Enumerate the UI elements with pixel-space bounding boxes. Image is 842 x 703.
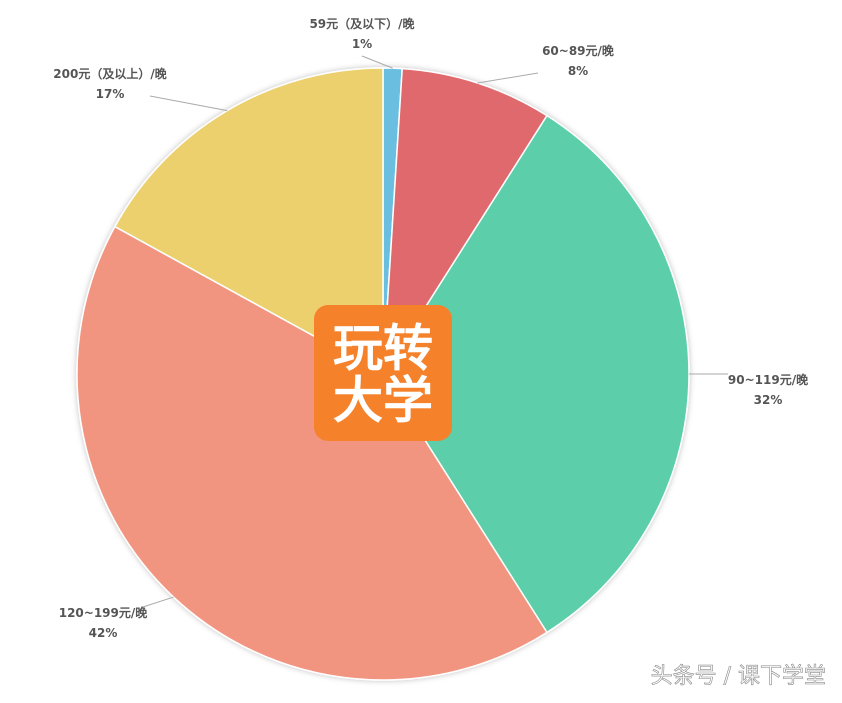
- pie: [76, 67, 690, 681]
- watermark: 头条号 / 课下学堂: [651, 664, 826, 689]
- slice-label: 200元（及以上）/晚: [53, 66, 166, 81]
- value-label: 32%: [754, 393, 783, 407]
- leader-line: [361, 55, 393, 69]
- pie-slice: [113, 67, 384, 376]
- logo-box: [314, 305, 452, 441]
- slice-label: 90~119元/晚: [728, 372, 808, 387]
- value-label: 17%: [96, 87, 125, 101]
- pie-slice: [382, 67, 548, 375]
- slice-label: 60~89元/晚: [542, 43, 614, 58]
- value-label: 8%: [568, 64, 588, 78]
- value-label: 1%: [352, 37, 372, 51]
- labels: 59元（及以下）/晚 1% 60~89元/晚 8% 90~119元/晚 32% 120~19…: [53, 16, 808, 640]
- pie-slice: [382, 114, 690, 634]
- slice-label: 120~199元/晚: [59, 605, 148, 620]
- leader-line: [142, 596, 174, 608]
- logo-text: 玩转: [333, 320, 433, 378]
- slice-label: 59元（及以下）/晚: [309, 16, 414, 31]
- logo-text: 大学: [333, 372, 433, 430]
- leader-line: [477, 72, 539, 84]
- value-label: 42%: [89, 626, 118, 640]
- leader-line: [149, 95, 228, 112]
